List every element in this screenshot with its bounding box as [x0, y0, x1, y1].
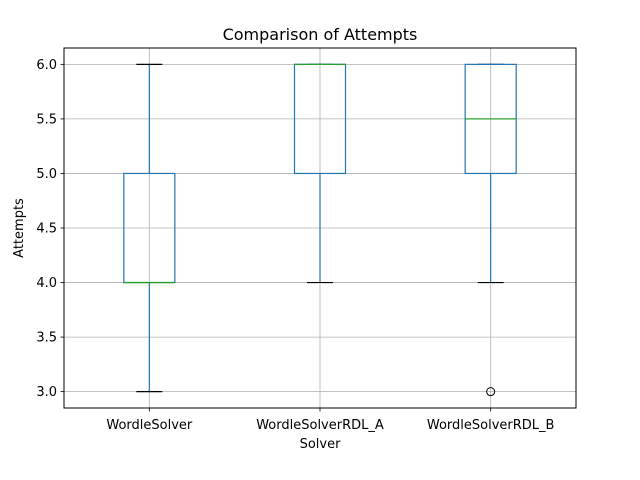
y-tick-label: 3.5 — [36, 331, 57, 346]
x-tick-label: WordleSolverRDL_A — [256, 418, 384, 433]
y-axis-label: Attempts — [12, 198, 27, 258]
y-tick-label: 4.0 — [36, 276, 57, 291]
y-tick-label: 6.0 — [36, 58, 57, 73]
tick-layer: 3.0 3.5 4.0 4.5 5.0 5.5 6.0 WordleSolver WordleS… — [36, 58, 554, 433]
x-axis-label: Solver — [300, 437, 342, 452]
chart-title: Comparison of Attempts — [223, 25, 418, 44]
x-tick-label: WordleSolver — [106, 418, 193, 433]
y-tick-label: 5.5 — [36, 112, 57, 127]
y-tick-label: 4.5 — [36, 222, 57, 237]
y-tick-label: 3.0 — [36, 385, 57, 400]
x-tick-label: WordleSolverRDL_B — [427, 418, 555, 433]
box-layer — [123, 63, 517, 397]
y-tick-label: 5.0 — [36, 167, 57, 182]
outlier-point — [486, 387, 496, 397]
